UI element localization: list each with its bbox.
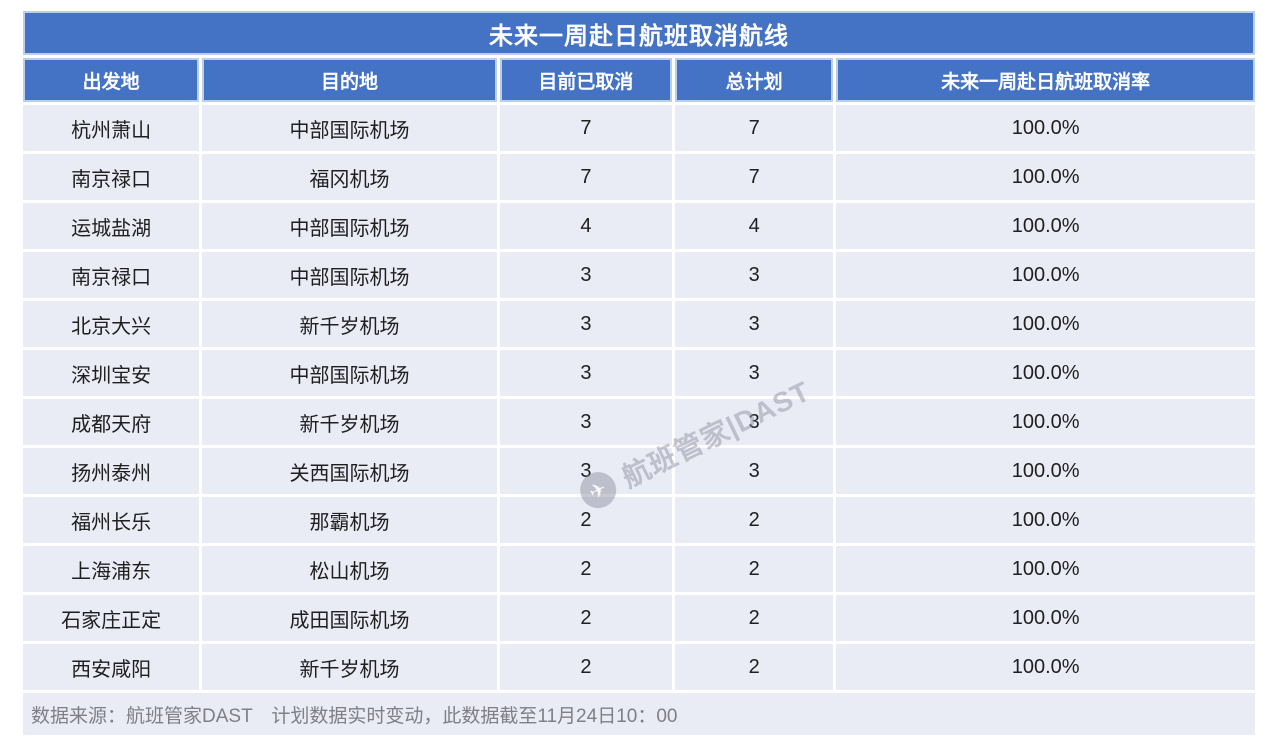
table-row: 运城盐湖 中部国际机场 4 4 100.0%: [23, 203, 1255, 249]
table-row: 石家庄正定 成田国际机场 2 2 100.0%: [23, 595, 1255, 641]
cell-destination: 关西国际机场: [202, 448, 497, 494]
cell-cancelled: 4: [499, 203, 673, 249]
cell-departure: 南京禄口: [23, 154, 200, 200]
footer-row: 数据来源：航班管家DAST 计划数据实时变动，此数据截至11月24日10：00: [23, 693, 1255, 735]
cell-destination: 中部国际机场: [202, 203, 497, 249]
cell-rate: 100.0%: [836, 105, 1255, 151]
cell-destination: 中部国际机场: [202, 105, 497, 151]
cell-rate: 100.0%: [836, 203, 1255, 249]
cell-departure: 杭州萧山: [23, 105, 200, 151]
cell-total: 2: [675, 546, 834, 592]
cell-cancelled: 3: [499, 301, 673, 347]
table-row: 南京禄口 福冈机场 7 7 100.0%: [23, 154, 1255, 200]
cell-rate: 100.0%: [836, 301, 1255, 347]
table-body: 杭州萧山 中部国际机场 7 7 100.0% 南京禄口 福冈机场 7 7 100…: [23, 105, 1255, 690]
table-row: 北京大兴 新千岁机场 3 3 100.0%: [23, 301, 1255, 347]
cell-cancelled: 3: [499, 350, 673, 396]
table-row: 上海浦东 松山机场 2 2 100.0%: [23, 546, 1255, 592]
table-row: 深圳宝安 中部国际机场 3 3 100.0%: [23, 350, 1255, 396]
cell-total: 3: [675, 350, 834, 396]
title-row: 未来一周赴日航班取消航线: [23, 11, 1255, 55]
cell-rate: 100.0%: [836, 644, 1255, 690]
cell-departure: 南京禄口: [23, 252, 200, 298]
column-header-departure: 出发地: [23, 58, 200, 102]
cell-cancelled: 2: [499, 497, 673, 543]
data-source-note: 数据来源：航班管家DAST 计划数据实时变动，此数据截至11月24日10：00: [23, 693, 1255, 735]
cell-rate: 100.0%: [836, 497, 1255, 543]
cell-cancelled: 2: [499, 644, 673, 690]
cell-departure: 石家庄正定: [23, 595, 200, 641]
cell-departure: 成都天府: [23, 399, 200, 445]
cell-total: 2: [675, 595, 834, 641]
cell-destination: 成田国际机场: [202, 595, 497, 641]
cell-cancelled: 7: [499, 105, 673, 151]
cell-departure: 北京大兴: [23, 301, 200, 347]
column-header-rate: 未来一周赴日航班取消率: [836, 58, 1255, 102]
cell-total: 3: [675, 399, 834, 445]
cell-cancelled: 3: [499, 252, 673, 298]
cell-total: 3: [675, 301, 834, 347]
cell-destination: 中部国际机场: [202, 252, 497, 298]
cell-total: 3: [675, 252, 834, 298]
cell-total: 2: [675, 644, 834, 690]
cell-rate: 100.0%: [836, 252, 1255, 298]
column-header-total: 总计划: [675, 58, 834, 102]
cell-departure: 扬州泰州: [23, 448, 200, 494]
cell-cancelled: 3: [499, 399, 673, 445]
cell-cancelled: 2: [499, 546, 673, 592]
table-row: 杭州萧山 中部国际机场 7 7 100.0%: [23, 105, 1255, 151]
table-row: 扬州泰州 关西国际机场 3 3 100.0%: [23, 448, 1255, 494]
cell-destination: 新千岁机场: [202, 399, 497, 445]
cell-destination: 福冈机场: [202, 154, 497, 200]
cancellation-table: 未来一周赴日航班取消航线 出发地 目的地 目前已取消 总计划 未来一周赴日航班取…: [20, 8, 1258, 738]
cell-departure: 深圳宝安: [23, 350, 200, 396]
column-header-destination: 目的地: [202, 58, 497, 102]
cell-destination: 中部国际机场: [202, 350, 497, 396]
cell-destination: 新千岁机场: [202, 644, 497, 690]
cell-cancelled: 3: [499, 448, 673, 494]
cell-total: 3: [675, 448, 834, 494]
table-row: 成都天府 新千岁机场 3 3 100.0%: [23, 399, 1255, 445]
column-header-cancelled: 目前已取消: [499, 58, 673, 102]
column-header-row: 出发地 目的地 目前已取消 总计划 未来一周赴日航班取消率: [23, 58, 1255, 102]
cell-departure: 西安咸阳: [23, 644, 200, 690]
cell-destination: 新千岁机场: [202, 301, 497, 347]
cell-total: 7: [675, 105, 834, 151]
cell-rate: 100.0%: [836, 154, 1255, 200]
cell-cancelled: 2: [499, 595, 673, 641]
table-title: 未来一周赴日航班取消航线: [23, 11, 1255, 55]
table-row: 南京禄口 中部国际机场 3 3 100.0%: [23, 252, 1255, 298]
cell-departure: 福州长乐: [23, 497, 200, 543]
cell-destination: 松山机场: [202, 546, 497, 592]
cell-rate: 100.0%: [836, 448, 1255, 494]
cell-rate: 100.0%: [836, 350, 1255, 396]
cell-total: 2: [675, 497, 834, 543]
cell-rate: 100.0%: [836, 595, 1255, 641]
cell-total: 7: [675, 154, 834, 200]
cell-rate: 100.0%: [836, 399, 1255, 445]
cell-departure: 上海浦东: [23, 546, 200, 592]
cell-destination: 那霸机场: [202, 497, 497, 543]
cancellation-table-wrap: 未来一周赴日航班取消航线 出发地 目的地 目前已取消 总计划 未来一周赴日航班取…: [20, 8, 1258, 738]
table-row: 福州长乐 那霸机场 2 2 100.0%: [23, 497, 1255, 543]
cell-total: 4: [675, 203, 834, 249]
cell-rate: 100.0%: [836, 546, 1255, 592]
table-row: 西安咸阳 新千岁机场 2 2 100.0%: [23, 644, 1255, 690]
cell-cancelled: 7: [499, 154, 673, 200]
cell-departure: 运城盐湖: [23, 203, 200, 249]
